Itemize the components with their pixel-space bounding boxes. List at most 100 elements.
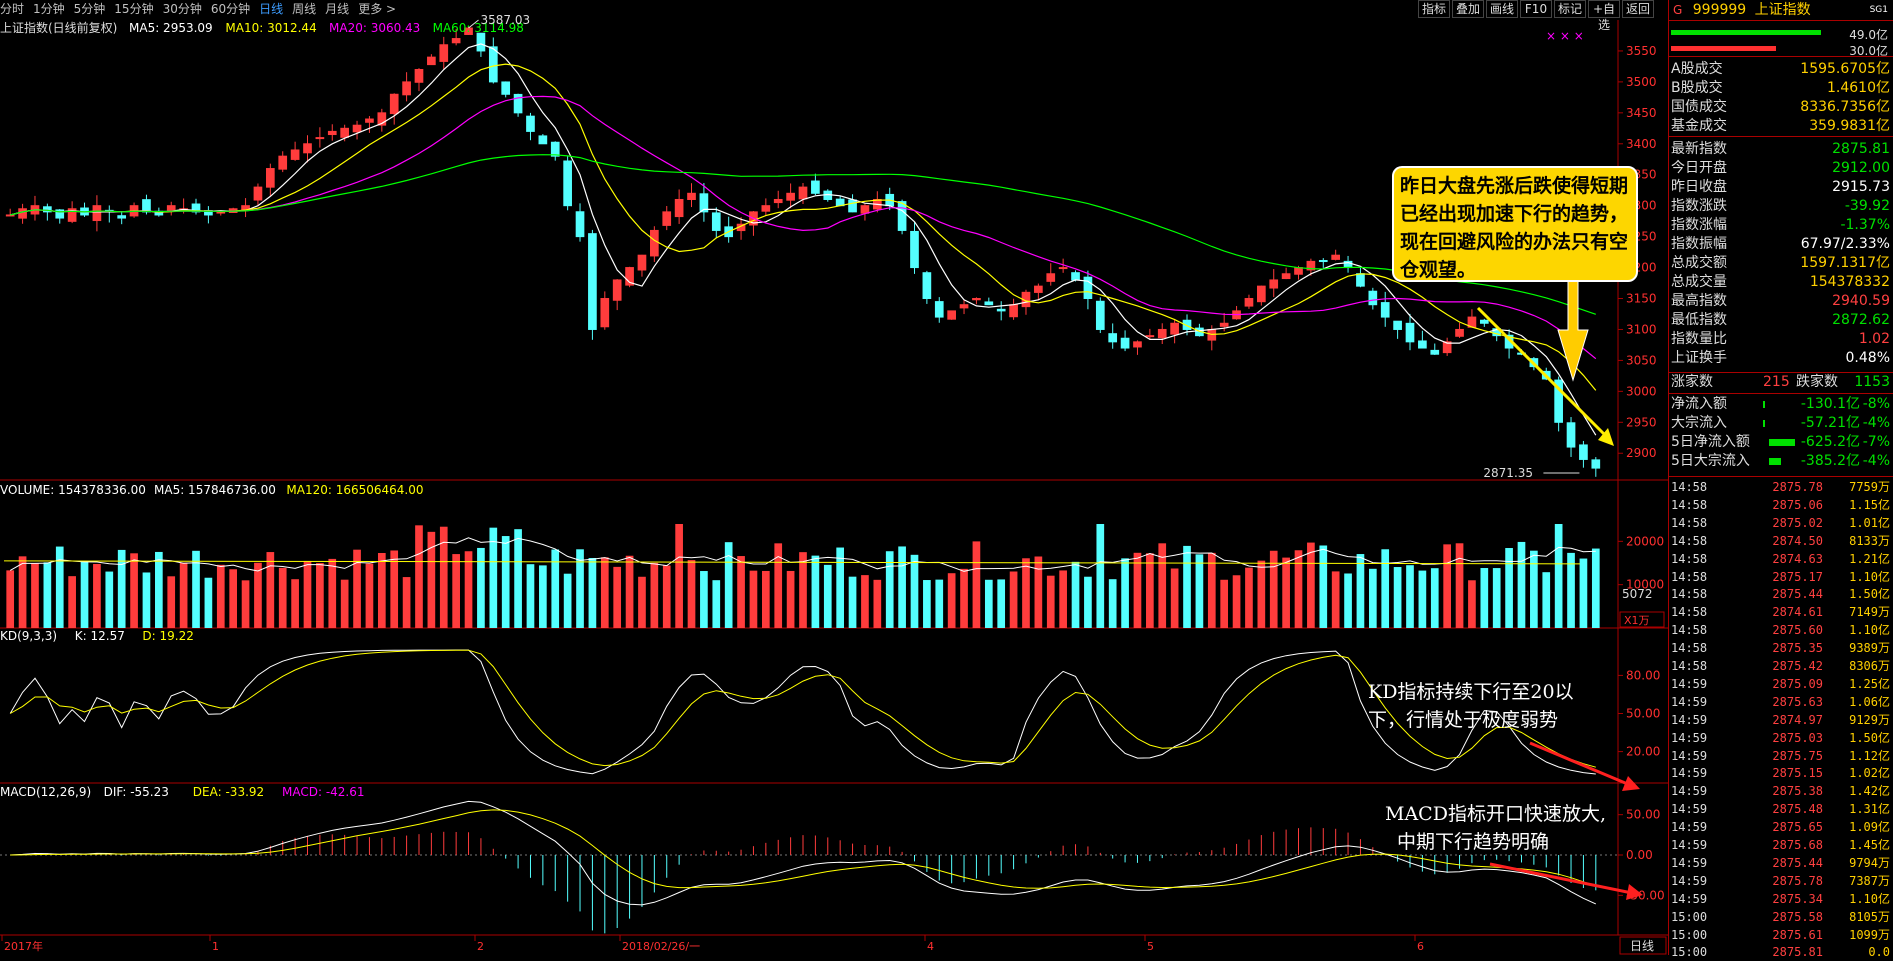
volume-bar [316,563,324,628]
ma-title: 上证指数(日线前复权) [0,20,117,35]
macd-arrow-head [1626,884,1643,900]
tick-volume: 1.21亿 [1849,551,1890,566]
tick-price: 2875.81 [1772,945,1823,960]
macd-note: MACD指标开口快速放大, 中期下行趋势明确 [1385,800,1606,856]
volume-bar [192,550,200,628]
tick-volume: 1.45亿 [1849,838,1890,852]
tool-button-6[interactable]: 返回 [1622,0,1654,18]
candle-body [117,215,127,219]
tool-button-0[interactable]: 指标 [1418,0,1450,18]
volume-bar [390,550,399,628]
candle-body [1566,422,1576,448]
tick-row: 15:00 2875.61 1099万 [1671,926,1892,944]
volume-bar [799,552,807,628]
volume-bar [1443,544,1451,628]
quote-label: 总成交额 [1671,255,1727,271]
tick-volume: 7387万 [1849,873,1890,888]
tool-button-4[interactable]: 标记 [1554,0,1586,18]
volume-bar [861,575,869,628]
tool-button-5[interactable]: +自选 [1588,0,1620,32]
period-tab-0[interactable]: 分时 [0,2,25,16]
candle-body [1418,340,1427,349]
tool-button-1[interactable]: 叠加 [1452,0,1484,18]
tick-price: 2875.78 [1772,480,1823,494]
period-tab-8[interactable]: 月线 [325,2,350,16]
candle-body [947,310,956,320]
volume-bar [848,576,857,628]
volume-bar [68,576,76,628]
quote-row: 最高指数 2940.59 [1671,292,1892,311]
volume-bar [1480,568,1489,628]
quote-row: 最新指数 2875.81 [1671,140,1892,159]
dea-line [10,809,1596,889]
candle-body [1157,328,1167,339]
volume-bar [1319,545,1328,628]
volume-bar [984,579,993,628]
candle-body [860,205,870,214]
tick-price: 2875.63 [1772,694,1823,709]
tick-time: 14:58 [1671,569,1708,584]
candle-body [1071,272,1080,281]
candle-body [1145,335,1155,338]
period-tab-6[interactable]: 日线 [259,2,284,16]
dif-line [10,800,1597,906]
candle-body [377,112,387,126]
candle-body [67,208,77,222]
volume-bar [1158,543,1167,628]
vol-legend-0: VOLUME: 154378336.00 [0,483,146,497]
quote-value: 2915.73 [1832,179,1890,195]
period-tab-9[interactable]: 更多 > [358,2,397,16]
panel-name: 上证指数 [1754,2,1811,18]
volume-bar [1059,570,1067,628]
volume-bar [1269,550,1278,628]
candle-body [5,214,15,217]
flow-value: -130.1亿 [1800,396,1860,412]
trend-arrow-line [1476,306,1612,442]
flow-pct: -4% [1862,415,1890,431]
tick-time: 14:59 [1671,694,1708,709]
callout-arrow [1557,277,1589,382]
candle-body [414,69,424,83]
tick-price: 2875.48 [1772,802,1823,817]
candle-body [439,44,449,62]
quote-label: 最高指数 [1671,293,1727,309]
tick-volume: 9389万 [1849,641,1890,656]
tick-price: 2875.17 [1772,569,1823,584]
tick-price: 2875.38 [1772,784,1823,799]
kd-legend-0: KD(9,3,3) [0,629,57,643]
volume-bar [80,560,89,628]
period-tab-7[interactable]: 周线 [292,2,317,16]
volume-bar [1406,565,1414,628]
volume-bar [1307,542,1315,628]
x-axis-bg [0,935,1668,955]
volume-bar [1393,567,1402,628]
period-tab-2[interactable]: 5分钟 [73,2,106,16]
vol-last-value: 5072 [1622,587,1653,601]
period-tab-1[interactable]: 1分钟 [33,2,65,16]
volume-bar [266,552,275,628]
volume-bar [1046,575,1055,628]
candle-body [1393,320,1402,330]
flow-value: -625.2亿 [1800,434,1860,450]
tick-volume: 9794万 [1849,855,1890,870]
volume-bar [588,557,597,628]
volume-bar [427,531,436,628]
volume-bar [1455,543,1464,628]
candle-body [303,143,312,154]
volume-bar [1579,558,1588,628]
volume-bar [353,549,361,628]
macd-tick-label: 50.00 [1626,808,1660,822]
tick-price: 2875.75 [1772,748,1823,763]
volume-bar [229,569,238,628]
tick-price: 2874.61 [1772,605,1823,620]
tool-button-2[interactable]: 画线 [1486,0,1518,18]
period-tab-3[interactable]: 15分钟 [114,2,154,16]
ma20-line [10,95,1597,360]
volume-bar [55,546,64,628]
tool-button-3[interactable]: F10 [1520,0,1552,18]
period-tab-4[interactable]: 30分钟 [162,2,202,16]
volume-bar [972,541,981,628]
period-tab-5[interactable]: 60分钟 [210,2,251,16]
volume-bar [477,547,485,628]
volume-bar [1430,568,1439,628]
